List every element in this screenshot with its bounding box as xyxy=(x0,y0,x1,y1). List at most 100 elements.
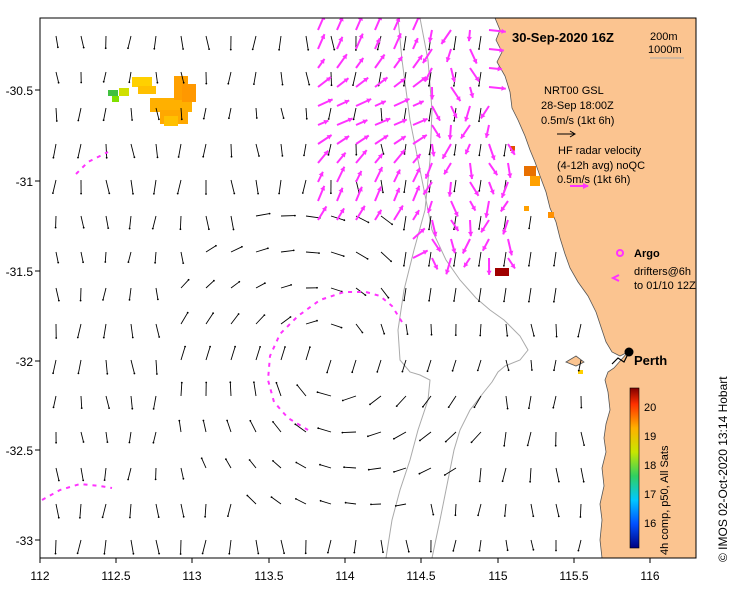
model-arrow-head xyxy=(248,459,251,461)
model-arrow xyxy=(430,503,434,515)
model-arrow-head xyxy=(454,514,457,517)
radar-arrow xyxy=(374,18,382,31)
radar-arrow-head xyxy=(360,205,365,211)
radar-arrow-head xyxy=(320,34,326,40)
model-arrow-head xyxy=(132,552,135,555)
model-arrow xyxy=(530,539,534,550)
radar-arrow-head xyxy=(489,189,495,195)
radar-arrow-head xyxy=(363,77,369,83)
model-arrow xyxy=(320,500,332,505)
model-arrow xyxy=(280,143,283,156)
radar-arrow-head xyxy=(323,119,329,125)
model-arrow xyxy=(153,179,157,194)
model-arrow-head xyxy=(102,80,105,83)
model-arrow-head xyxy=(58,299,60,302)
model-arrow-head xyxy=(528,300,530,303)
radar-arrow-head xyxy=(424,173,430,179)
model-arrow xyxy=(280,346,286,361)
model-arrow xyxy=(152,431,157,443)
model-arrow-head xyxy=(295,461,298,464)
model-arrow-head xyxy=(453,264,455,267)
model-arrow-head xyxy=(182,515,185,518)
drifter-legend-line2: to 01/10 12Z xyxy=(634,280,696,292)
radar-arrow-head xyxy=(455,96,461,102)
model-arrow-head xyxy=(403,84,405,87)
model-arrow-head xyxy=(128,441,131,444)
model-arrow-head xyxy=(381,119,383,121)
model-arrow-head xyxy=(278,192,280,195)
model-arrow-head xyxy=(131,407,134,410)
model-arrow-head xyxy=(106,372,109,375)
model-arrow-head xyxy=(251,48,254,51)
radar-arrow-head xyxy=(327,98,333,104)
radar-arrow-head xyxy=(385,117,391,123)
radar-arrow-head xyxy=(423,189,428,195)
model-arrow-head xyxy=(209,345,212,348)
model-arrow-head xyxy=(308,83,311,86)
model-arrow xyxy=(355,251,368,260)
model-arrow-head xyxy=(340,326,343,329)
model-arrow-head xyxy=(82,441,85,443)
drifter-tracks xyxy=(41,151,403,501)
model-arrow xyxy=(272,421,282,433)
model-arrow xyxy=(305,347,311,361)
model-arrow xyxy=(503,143,507,156)
model-arrow xyxy=(180,107,183,120)
model-legend-time: 28-Sep 18:00Z xyxy=(541,100,614,112)
model-arrow-head xyxy=(555,335,558,338)
model-arrow xyxy=(330,323,342,329)
radar-arrow-head xyxy=(380,54,385,60)
model-arrow-head xyxy=(127,261,130,263)
model-arrow xyxy=(453,251,457,266)
model-arrow-head xyxy=(528,227,530,230)
model-arrow xyxy=(155,503,160,518)
radar-arrow-head xyxy=(377,153,383,159)
model-arrow xyxy=(403,35,407,50)
radar-arrow-head xyxy=(463,262,469,268)
model-arrow-head xyxy=(403,264,405,267)
model-arrow-head xyxy=(393,471,395,473)
radar-arrow-head xyxy=(377,186,382,192)
radar-arrow-head xyxy=(357,186,363,192)
model-arrow xyxy=(205,312,214,325)
perth-marker: Perth xyxy=(611,347,667,368)
island xyxy=(565,355,585,367)
model-arrow-head xyxy=(390,260,392,263)
radar-arrow-head xyxy=(433,264,438,270)
model-arrow xyxy=(319,464,332,469)
model-arrow-head xyxy=(101,516,104,519)
radar-arrow-head xyxy=(321,206,327,212)
model-arrow xyxy=(529,467,532,482)
model-arrow xyxy=(271,496,282,505)
radar-arrow-head xyxy=(451,248,457,254)
model-arrow-head xyxy=(367,435,369,438)
model-arrow xyxy=(403,251,407,266)
model-arrow-head xyxy=(133,372,136,375)
model-arrow-head xyxy=(307,48,310,51)
model-arrow-head xyxy=(531,369,533,371)
model-arrow xyxy=(205,215,210,230)
radar-arrow-head xyxy=(435,115,441,121)
model-arrow xyxy=(528,395,532,409)
model-arrow xyxy=(130,539,134,554)
model-arrow-head xyxy=(229,48,232,51)
model-arrow xyxy=(127,467,132,480)
model-arrow-head xyxy=(558,480,560,483)
model-arrow xyxy=(105,179,110,194)
model-arrow-head xyxy=(473,406,476,409)
model-arrow-head xyxy=(353,551,356,554)
radar-arrow-head xyxy=(347,117,353,123)
radar-arrow-head xyxy=(469,93,475,98)
x-tick-label: 113.5 xyxy=(254,569,283,583)
model-arrow xyxy=(478,287,482,302)
model-arrow-head xyxy=(453,153,456,156)
model-arrow xyxy=(103,107,107,121)
model-arrow xyxy=(155,539,160,554)
model-arrow-head xyxy=(157,298,159,301)
model-arrow-head xyxy=(180,381,183,384)
model-arrow xyxy=(405,323,408,335)
radar-arrow-head xyxy=(468,231,474,237)
model-arrow-head xyxy=(77,372,80,375)
radar-arrow-head xyxy=(343,78,349,83)
model-arrow-head xyxy=(506,334,509,337)
